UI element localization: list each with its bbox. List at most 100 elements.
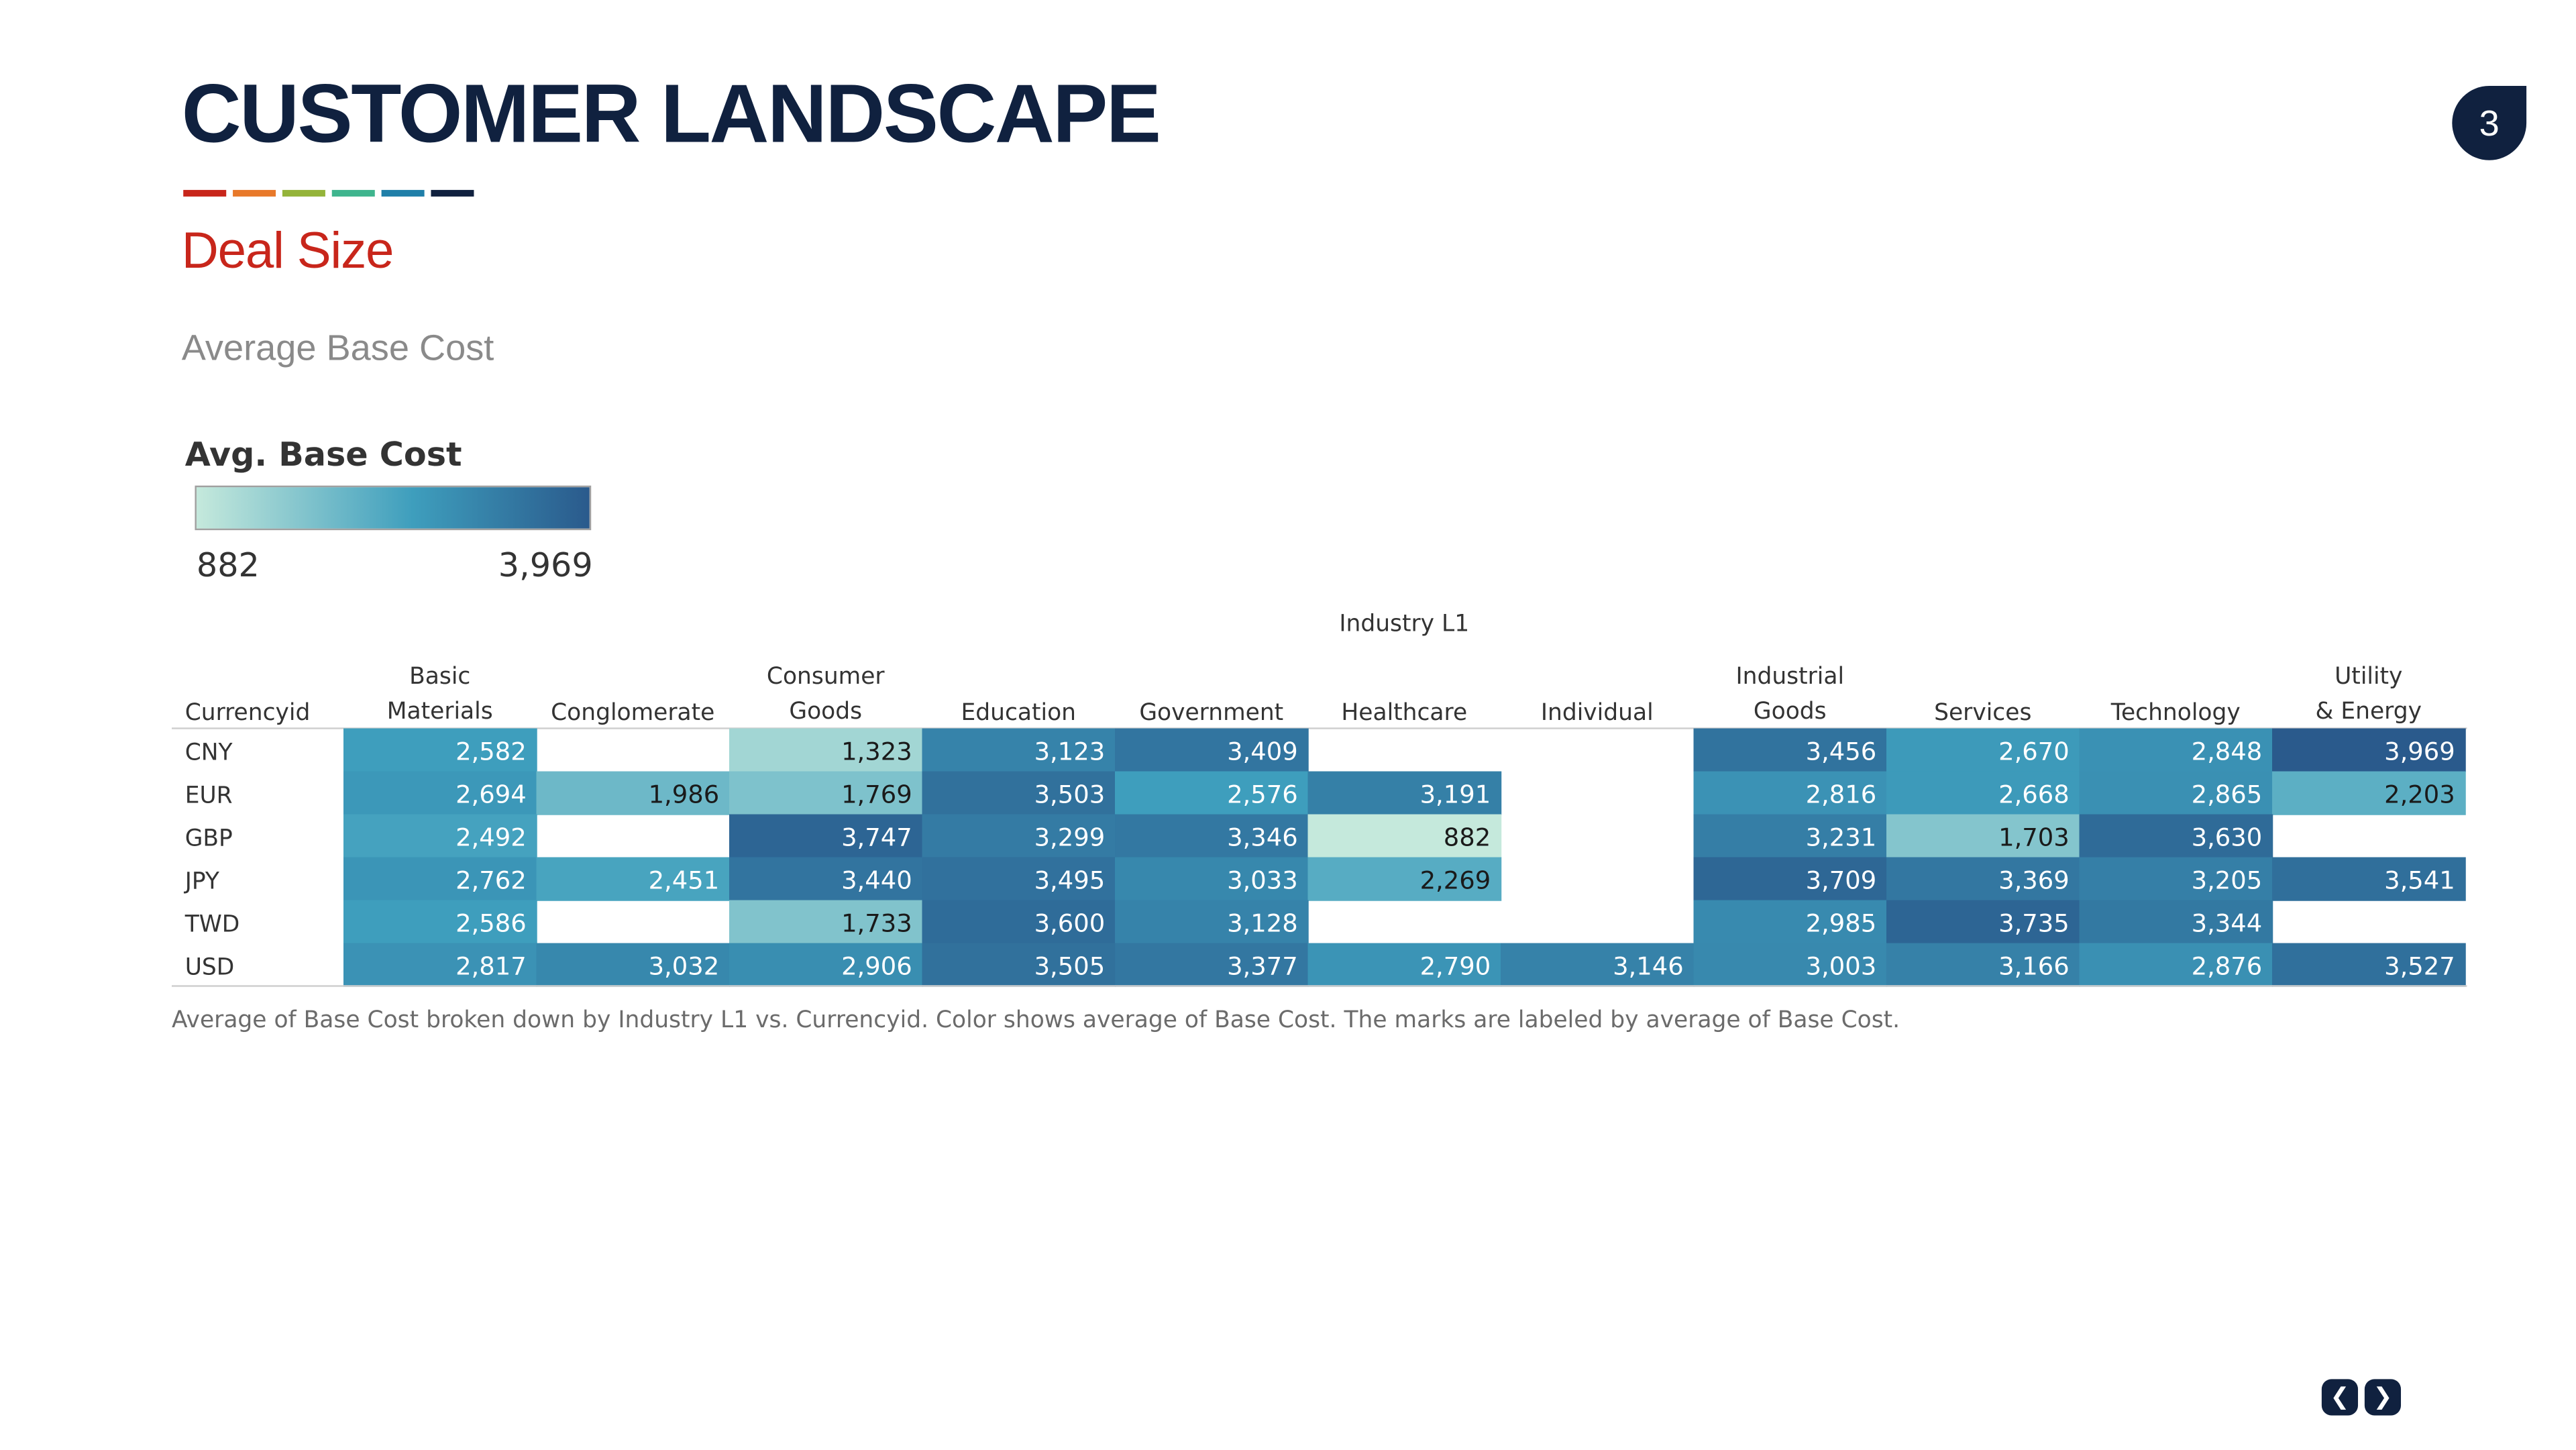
cell-value-label: 2,670 <box>1998 737 2070 766</box>
cell-value-label: 2,582 <box>455 737 527 766</box>
heatmap-cell <box>2272 857 2466 901</box>
cell-value-label: 1,323 <box>841 737 912 766</box>
legend-min-label: 882 <box>196 545 260 585</box>
heatmap-cell <box>2079 771 2273 815</box>
heatmap-cell <box>1501 943 1695 987</box>
cell-value-label: 3,630 <box>2192 823 2263 851</box>
column-header: Services <box>1934 699 2031 726</box>
heatmap-cell <box>922 900 1116 944</box>
column-group-label: Industry L1 <box>1339 610 1469 637</box>
cell-value-label: 3,346 <box>1227 823 1298 851</box>
section-subtitle: Deal Size <box>181 221 394 279</box>
chevron-left-icon: ❮ <box>2330 1384 2350 1411</box>
heatmap-cell <box>1307 814 1502 858</box>
heatmap-cell <box>922 728 1116 772</box>
accent-swatch <box>233 190 276 197</box>
cell-value-label: 3,003 <box>1806 951 1877 980</box>
heatmap-cell <box>2272 771 2466 815</box>
cell-value-label: 3,191 <box>1420 780 1491 809</box>
cell-value-label: 2,848 <box>2192 737 2263 766</box>
heatmap-cell <box>536 771 731 815</box>
heatmap-cell <box>922 857 1116 901</box>
legend-color-ramp[interactable] <box>195 485 592 531</box>
cell-value-label: 2,586 <box>455 909 527 937</box>
legend-max-label: 3,969 <box>498 545 593 585</box>
cell-value-label: 3,299 <box>1034 823 1106 851</box>
row-label: JPY <box>184 868 220 894</box>
accent-swatch <box>331 190 375 197</box>
cell-value-label: 3,505 <box>1034 951 1106 980</box>
cell-value-label: 3,205 <box>2192 866 2263 894</box>
row-label: CNY <box>185 739 233 766</box>
heatmap-cell <box>1693 900 1888 944</box>
column-header: Government <box>1139 699 1283 726</box>
cell-value-label: 3,033 <box>1227 866 1298 894</box>
cell-value-label: 3,495 <box>1034 866 1106 894</box>
cell-value-label: 1,986 <box>649 780 720 809</box>
heatmap-cell <box>1307 857 1502 901</box>
heatmap-cell <box>729 814 923 858</box>
cell-value-label: 3,969 <box>2384 737 2455 766</box>
heatmap-cell <box>1115 900 1309 944</box>
heatmap-cell <box>1693 728 1888 772</box>
heatmap-cell <box>343 857 537 901</box>
page-title: CUSTOMER LANDSCAPE <box>181 67 1161 160</box>
heatmap-cell <box>729 857 923 901</box>
heatmap-cell <box>1115 728 1309 772</box>
heatmap-cell <box>1307 943 1502 987</box>
cell-value-label: 3,146 <box>1613 951 1684 980</box>
heatmap-cell <box>2272 728 2466 772</box>
column-header: Industrial Goods <box>1735 663 1844 725</box>
cell-value-label: 3,369 <box>1998 866 2070 894</box>
sheet-title: Average Base Cost <box>181 327 494 368</box>
cell-value-label: 1,769 <box>841 780 912 809</box>
cell-value-label: 3,456 <box>1806 737 1877 766</box>
heatmap-cell <box>2079 814 2273 858</box>
cell-value-label: 3,032 <box>649 951 720 980</box>
cell-value-label: 2,269 <box>1420 866 1491 894</box>
heatmap-cell <box>1886 728 2080 772</box>
heatmap-cell <box>729 943 923 987</box>
heatmap-cell <box>729 728 923 772</box>
row-label: GBP <box>185 825 233 851</box>
heatmap-cell <box>1693 943 1888 987</box>
previous-page-button[interactable]: ❮ <box>2321 1379 2359 1416</box>
cell-value-label: 2,203 <box>2384 780 2455 809</box>
heatmap-cell <box>343 814 537 858</box>
heatmap-cell <box>1115 857 1309 901</box>
accent-swatch <box>282 190 325 197</box>
heatmap-cell <box>1886 857 2080 901</box>
cell-value-label: 2,906 <box>841 951 912 980</box>
column-header: Consumer Goods <box>767 663 885 725</box>
cell-value-label: 2,865 <box>2192 780 2263 809</box>
next-page-button[interactable]: ❯ <box>2364 1379 2402 1416</box>
heatmap-cell <box>729 771 923 815</box>
cell-value-label: 2,816 <box>1806 780 1877 809</box>
cell-value-label: 3,600 <box>1034 909 1106 937</box>
cell-value-label: 2,817 <box>455 951 527 980</box>
column-header: Basic Materials <box>387 663 493 725</box>
heatmap-cell <box>2272 943 2466 987</box>
accent-swatch <box>381 190 425 197</box>
accent-swatch <box>431 190 474 197</box>
heatmap-cell <box>343 728 537 772</box>
heatmap-cell <box>536 857 731 901</box>
cell-value-label: 2,985 <box>1806 909 1877 937</box>
column-header: Utility & Energy <box>2316 663 2422 725</box>
row-label: USD <box>185 953 235 980</box>
cell-value-label: 3,503 <box>1034 780 1106 809</box>
cell-value-label: 882 <box>1444 823 1491 851</box>
cell-value-label: 3,527 <box>2384 951 2455 980</box>
cell-value-label: 3,166 <box>1998 951 2070 980</box>
row-label: EUR <box>185 782 233 809</box>
heatmap-cell <box>1115 814 1309 858</box>
heatmap-cell <box>922 771 1116 815</box>
heatmap-cell <box>1886 771 2080 815</box>
cell-value-label: 2,576 <box>1227 780 1298 809</box>
cell-value-label: 3,128 <box>1227 909 1298 937</box>
heatmap-cell <box>2079 943 2273 987</box>
column-header: Healthcare <box>1341 699 1467 726</box>
cell-value-label: 3,409 <box>1227 737 1298 766</box>
cell-value-label: 3,377 <box>1227 951 1298 980</box>
